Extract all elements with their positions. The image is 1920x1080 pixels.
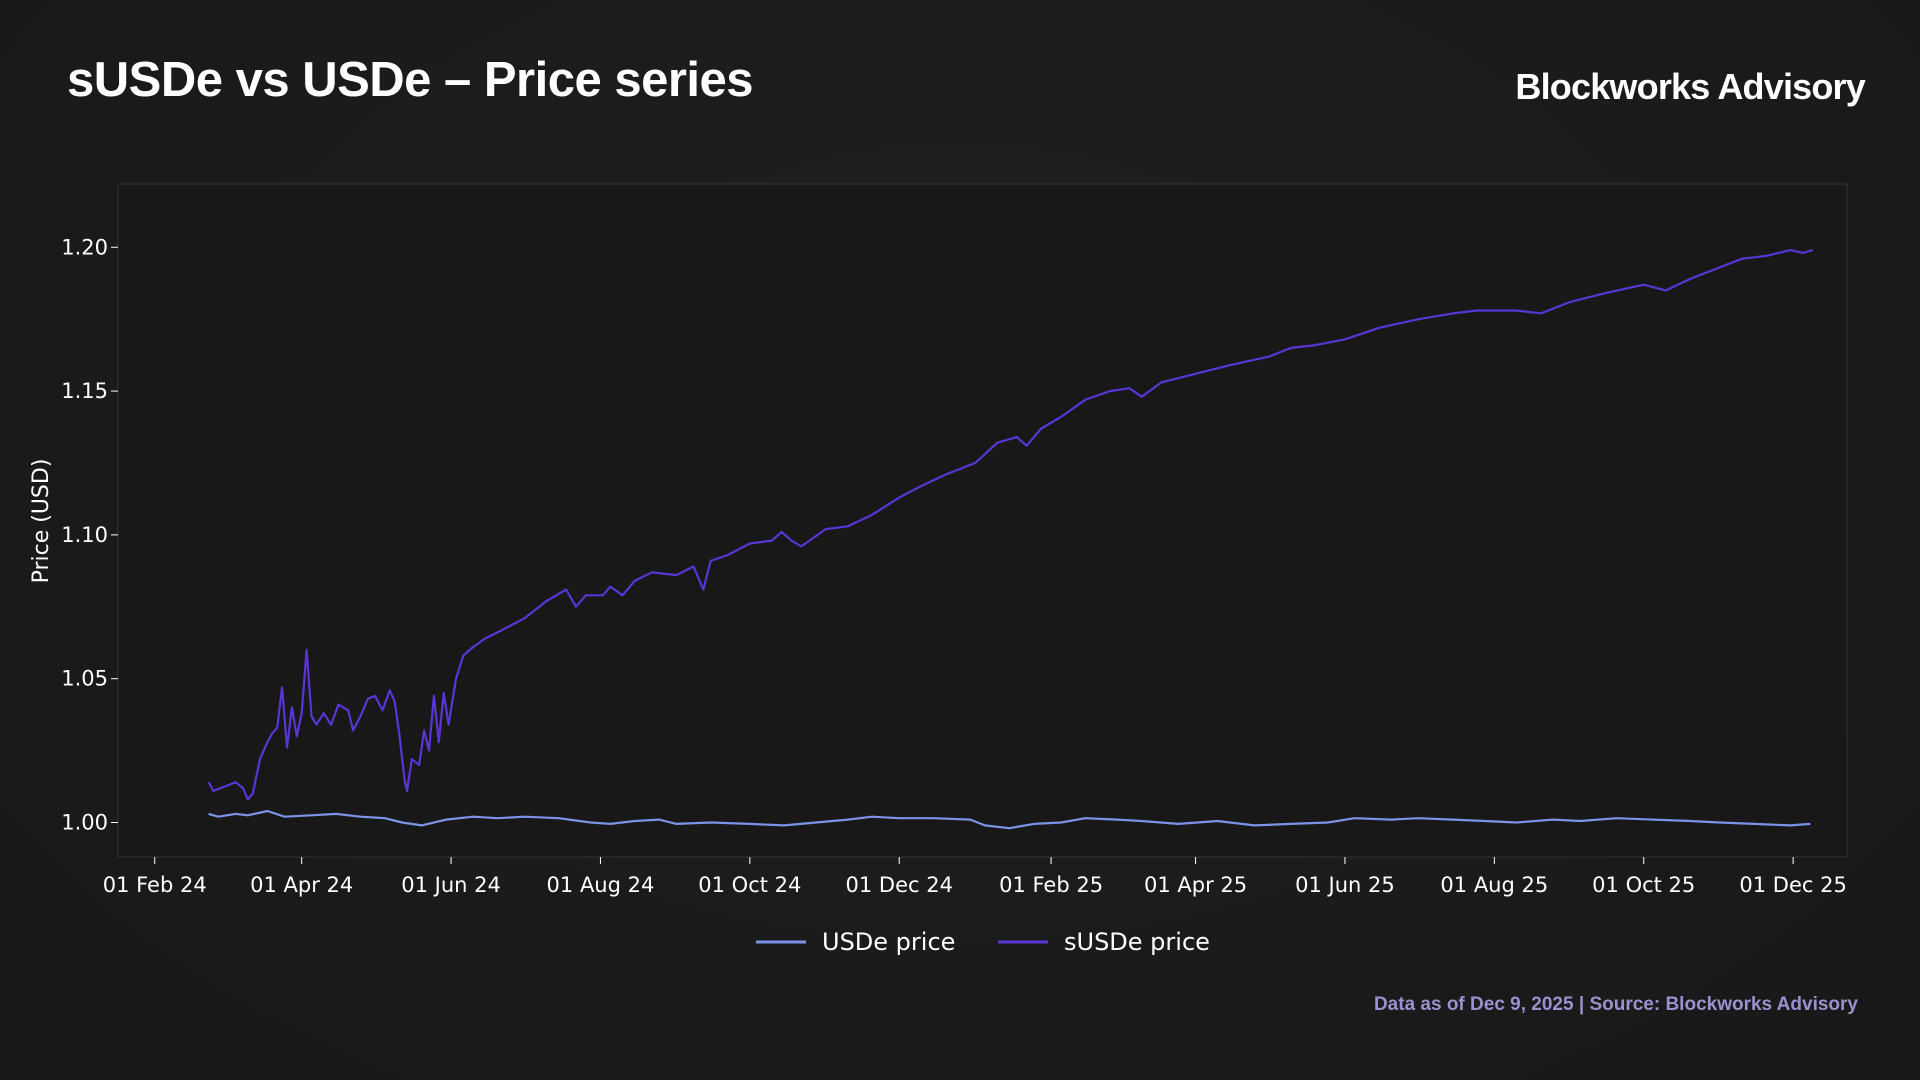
legend-label: USDe price [822, 928, 955, 956]
plot-area [117, 183, 1848, 858]
y-axis: 1.00 1.05 1.10 1.15 1.20 [61, 235, 118, 834]
x-tick-label: 01 Apr 24 [250, 873, 353, 897]
y-tick-label: 1.05 [61, 667, 108, 691]
y-tick-label: 1.10 [61, 523, 108, 547]
x-axis: 01 Feb 24 01 Apr 24 01 Jun 24 01 Aug 24 01 O… [103, 857, 1847, 897]
x-tick-label: 01 Feb 24 [103, 873, 207, 897]
y-tick-label: 1.20 [61, 235, 108, 259]
series-layer [207, 249, 1814, 830]
y-tick-label: 1.00 [61, 810, 108, 834]
x-tick-label: 01 Apr 25 [1144, 873, 1247, 897]
x-tick-label: 01 Jun 24 [401, 873, 501, 897]
x-tick-label: 01 Oct 25 [1592, 873, 1695, 897]
x-tick-label: 01 Dec 25 [1739, 873, 1846, 897]
legend: USDe price sUSDe price [756, 928, 1210, 956]
x-tick-label: 01 Jun 25 [1295, 873, 1395, 897]
y-tick-label: 1.15 [61, 379, 108, 403]
series-line-susde [207, 249, 1814, 801]
brand-logo-text: Blockworks Advisory [1515, 66, 1865, 107]
source-note: Data as of Dec 9, 2025 | Source: Blockwo… [1373, 994, 1858, 1015]
legend-label: sUSDe price [1064, 928, 1210, 956]
x-tick-label: 01 Oct 24 [698, 873, 801, 897]
x-tick-label: 01 Feb 25 [999, 873, 1103, 897]
chart-title: sUSDe vs USDe – Price series [67, 53, 754, 107]
x-tick-label: 01 Aug 24 [547, 873, 655, 897]
series-line-usde [208, 809, 1811, 830]
x-tick-label: 01 Dec 24 [846, 873, 953, 897]
y-axis-label: Price (USD) [29, 459, 54, 584]
x-tick-label: 01 Aug 25 [1440, 873, 1548, 897]
